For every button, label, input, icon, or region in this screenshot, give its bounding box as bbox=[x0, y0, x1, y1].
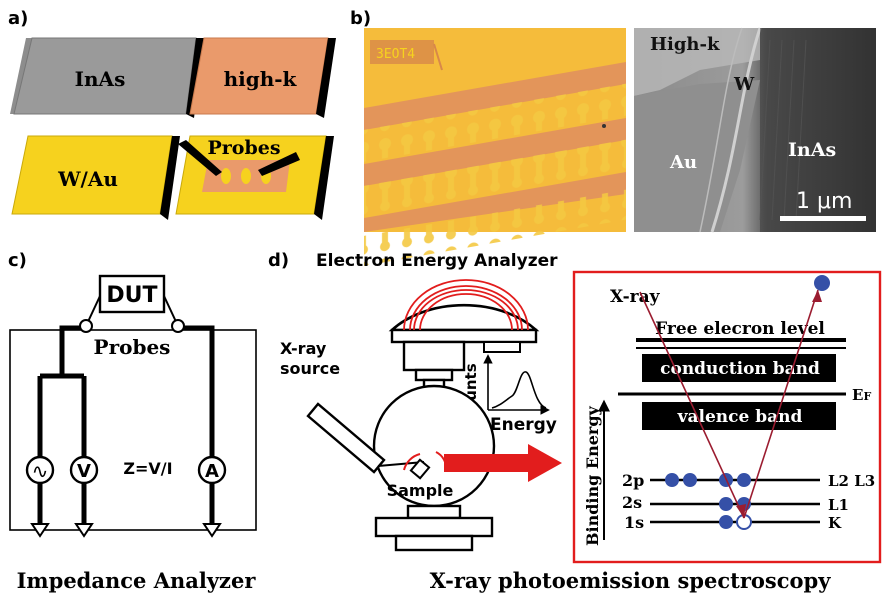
orbital-2s: 2s bbox=[622, 493, 642, 512]
analyzer-hemisphere bbox=[388, 279, 540, 353]
orbital-1s: 1s bbox=[624, 513, 644, 532]
sem-w: W bbox=[733, 74, 755, 95]
vacuum-chamber: Sample bbox=[306, 384, 496, 552]
voltmeter-symbol: V bbox=[77, 461, 91, 482]
xray-source-label-1: X-ray bbox=[280, 339, 327, 358]
ammeter: A bbox=[197, 455, 227, 485]
xray-source-label-2: source bbox=[280, 359, 340, 378]
photoelectron-arrowhead bbox=[812, 290, 822, 302]
inas-tile-label: InAs bbox=[75, 67, 126, 91]
ammeter-symbol: A bbox=[205, 461, 219, 482]
shell-k: K bbox=[828, 514, 842, 532]
panel-b: b) ЗЕОТ4 bbox=[350, 8, 876, 266]
source-symbol: ∿ bbox=[32, 459, 49, 483]
sem-image: High-k W Au InAs 1 μm bbox=[634, 27, 876, 233]
sample-label: Sample bbox=[387, 481, 454, 500]
probes-tile: Probes bbox=[175, 135, 334, 220]
sem-inas: InAs bbox=[788, 139, 836, 161]
shell-l1: L1 bbox=[828, 496, 849, 514]
ground-symbols bbox=[30, 523, 222, 538]
xray-label: X-ray bbox=[610, 287, 661, 307]
probe-needle-left bbox=[178, 140, 222, 176]
sem-highk: High-k bbox=[650, 34, 720, 55]
zoom-arrow bbox=[444, 444, 562, 482]
probe-needle-right bbox=[258, 152, 300, 176]
voltmeter: V bbox=[69, 455, 99, 485]
inas-tile: InAs bbox=[10, 37, 204, 118]
optical-label: ЗЕОТ4 bbox=[376, 47, 415, 62]
panel-a: a) InAs high-k W/Au bbox=[8, 8, 336, 220]
panel-c: c) DUT Probes ∿ V bbox=[8, 250, 257, 593]
orbital-2p: 2p bbox=[622, 471, 644, 490]
sem-scale-label: 1 μm bbox=[796, 189, 852, 214]
probes-tile-label: Probes bbox=[207, 137, 280, 159]
energy-level-diagram: X-ray Free elecron level conduction band… bbox=[572, 270, 882, 564]
energy-label: Energy bbox=[490, 415, 557, 435]
dut-label: DUT bbox=[106, 283, 157, 308]
dut-box bbox=[98, 274, 166, 314]
sem-scale-bar bbox=[780, 216, 866, 221]
spectrum-inset: counts Energy bbox=[462, 354, 557, 435]
probe-tip-right bbox=[171, 319, 185, 333]
panel-c-label: c) bbox=[8, 250, 27, 271]
probe-tip-left bbox=[79, 319, 93, 333]
panel-b-label: b) bbox=[350, 8, 371, 29]
sem-au: Au bbox=[669, 152, 697, 173]
analyzer-title: Electron Energy Analyzer bbox=[316, 251, 558, 271]
optical-micrograph: ЗЕОТ4 bbox=[364, 28, 626, 266]
wau-tile-label: W/Au bbox=[57, 167, 118, 191]
impedance-caption: Impedance Analyzer bbox=[17, 568, 257, 593]
conduction-band-label: conduction band bbox=[660, 359, 820, 379]
xps-caption: X-ray photoemission spectroscopy bbox=[430, 568, 832, 593]
impedance-formula: Z=V/I bbox=[123, 459, 172, 478]
sample-holder bbox=[409, 458, 431, 480]
shell-l2-l3: L2 L3 bbox=[828, 472, 875, 490]
valence-band-label: valence band bbox=[677, 407, 803, 427]
panel-d: d) Electron Energy Analyzer bbox=[268, 250, 882, 593]
fermi-label: EF bbox=[852, 386, 871, 404]
probes-label: Probes bbox=[94, 335, 171, 359]
binding-energy-label: Binding Energy bbox=[583, 405, 602, 546]
xray-arrowhead bbox=[736, 504, 746, 518]
highk-tile: high-k bbox=[189, 37, 336, 118]
ac-source: ∿ bbox=[25, 455, 55, 485]
free-electron-level: Free elecron level bbox=[655, 319, 825, 339]
panel-d-label: d) bbox=[268, 250, 289, 271]
panel-a-label: a) bbox=[8, 8, 28, 29]
impedance-box bbox=[9, 329, 257, 531]
wau-tile: W/Au bbox=[11, 135, 180, 220]
valence-band bbox=[642, 402, 836, 430]
highk-tile-label: high-k bbox=[224, 67, 298, 91]
